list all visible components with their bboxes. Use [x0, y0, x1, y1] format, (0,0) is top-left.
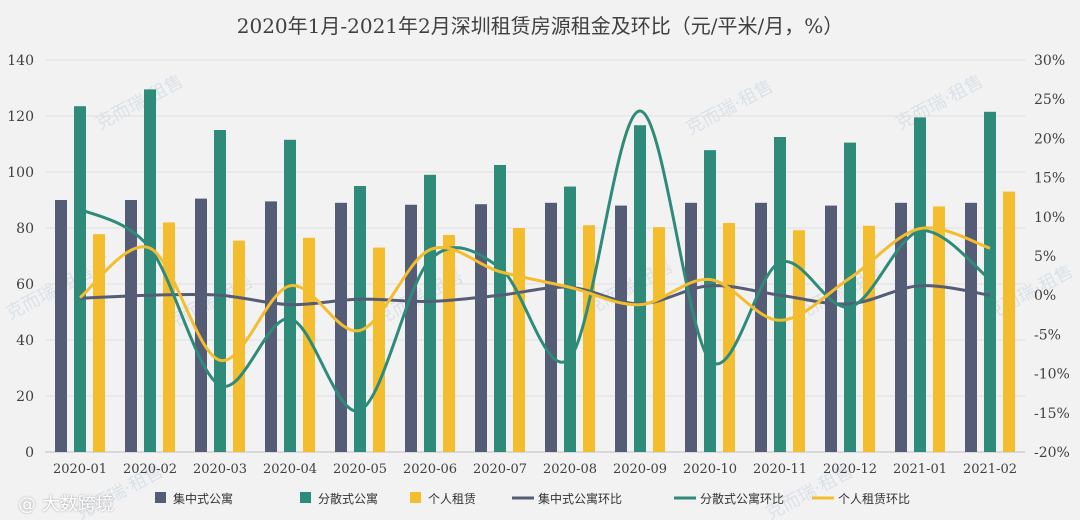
bar [583, 225, 595, 452]
bar [825, 205, 837, 452]
y2-tick-label: -20% [1034, 445, 1070, 461]
bar [284, 139, 296, 453]
bar [895, 202, 907, 452]
x-tick-label: 2020-11 [753, 462, 807, 477]
y-tick-label: 20 [16, 389, 34, 405]
y2-tick-label: 10% [1034, 210, 1065, 226]
bar [984, 111, 996, 453]
lines [79, 109, 991, 413]
bar [443, 235, 455, 452]
bar [933, 206, 945, 452]
x-tick-label: 2020-12 [823, 462, 877, 477]
bar [373, 247, 385, 452]
bar [475, 204, 487, 452]
brand-logo: @ 大数跨境 [18, 494, 114, 515]
series-line [79, 284, 991, 307]
bar [564, 186, 576, 452]
y-tick-label: 40 [16, 333, 34, 349]
y2-tick-label: 15% [1034, 171, 1065, 187]
y2-tick-label: -5% [1034, 327, 1061, 343]
x-tick-label: 2021-01 [893, 462, 947, 477]
bar [233, 240, 245, 452]
bar [844, 142, 856, 452]
series-line [79, 226, 991, 362]
bar [55, 200, 67, 452]
bar [723, 222, 735, 452]
bar [615, 205, 627, 452]
bar [354, 186, 366, 452]
bar [265, 201, 277, 452]
bar [93, 234, 105, 452]
y2-tick-label: 5% [1034, 249, 1056, 265]
y-tick-label: 140 [7, 53, 34, 69]
bars [55, 89, 1015, 453]
x-tick-label: 2021-02 [963, 462, 1017, 477]
bar [863, 225, 875, 452]
y2-tick-label: -15% [1034, 406, 1070, 422]
x-tick-label: 2020-06 [403, 462, 457, 477]
y2-tick-label: -10% [1034, 367, 1070, 383]
gridlines [45, 59, 1025, 453]
bar [704, 150, 716, 452]
series-line [79, 109, 991, 413]
y2-tick-label: 30% [1034, 53, 1065, 69]
bar [214, 130, 226, 452]
bar [513, 228, 525, 452]
bar [653, 227, 665, 452]
x-tick-label: 2020-01 [53, 462, 107, 477]
legend-swatch [410, 492, 421, 503]
bar [545, 202, 557, 452]
y-tick-label: 80 [16, 221, 34, 237]
x-tick-label: 2020-07 [473, 462, 527, 477]
legend-label: 集中式公寓 [173, 491, 233, 506]
bar [685, 202, 697, 452]
legend-swatch [300, 492, 311, 503]
bar [125, 200, 137, 452]
bar [1003, 191, 1015, 452]
x-tick-label: 2020-08 [543, 462, 597, 477]
bar [195, 198, 207, 452]
x-tick-label: 2020-04 [263, 462, 317, 477]
y-tick-label: 120 [7, 109, 34, 125]
legend-swatch [155, 492, 166, 503]
y2-tick-label: 20% [1034, 131, 1065, 147]
watermark-text: 克而瑞·租售 [682, 76, 776, 139]
bar [494, 165, 506, 452]
y-tick-label: 100 [7, 165, 34, 181]
x-tick-label: 2020-02 [123, 462, 177, 477]
y-tick-label: 0 [25, 445, 34, 461]
x-tick-label: 2020-09 [613, 462, 667, 477]
chart-title: 2020年1月-2021年2月深圳租赁房源租金及环比（元/平米/月，%） [236, 14, 844, 38]
bar [405, 204, 417, 452]
x-tick-label: 2020-10 [683, 462, 737, 477]
x-tick-label: 2020-05 [333, 462, 387, 477]
axes: 0 20 40 60 80 100 120 140 -20% -15% -10% -5% 0% 5% 10%… [7, 53, 1070, 477]
legend-label: 分散式公寓 [318, 491, 378, 506]
bar [793, 230, 805, 452]
bar [335, 202, 347, 452]
bar [424, 174, 436, 453]
bar [74, 106, 86, 452]
bar [144, 89, 156, 453]
y-tick-label: 60 [16, 277, 34, 293]
legend-label: 分散式公寓环比 [700, 491, 784, 506]
bar [755, 202, 767, 452]
x-tick-label: 2020-03 [193, 462, 247, 477]
watermark-text: 克而瑞·租售 [892, 71, 986, 134]
legend-label: 集中式公寓环比 [538, 491, 622, 506]
watermark-text: 克而瑞·租售 [982, 261, 1076, 324]
legend-label: 个人租赁 [428, 492, 476, 506]
y2-tick-label: 0% [1034, 288, 1056, 304]
y2-tick-label: 25% [1034, 92, 1065, 108]
watermark-text: 克而瑞·租售 [92, 71, 186, 134]
bar [634, 125, 646, 453]
bar [163, 222, 175, 452]
legend: 集中式公寓 分散式公寓 个人租赁 集中式公寓环比 分散式公寓环比 个人租赁环比 [155, 491, 910, 506]
legend-label: 个人租赁环比 [838, 492, 910, 506]
